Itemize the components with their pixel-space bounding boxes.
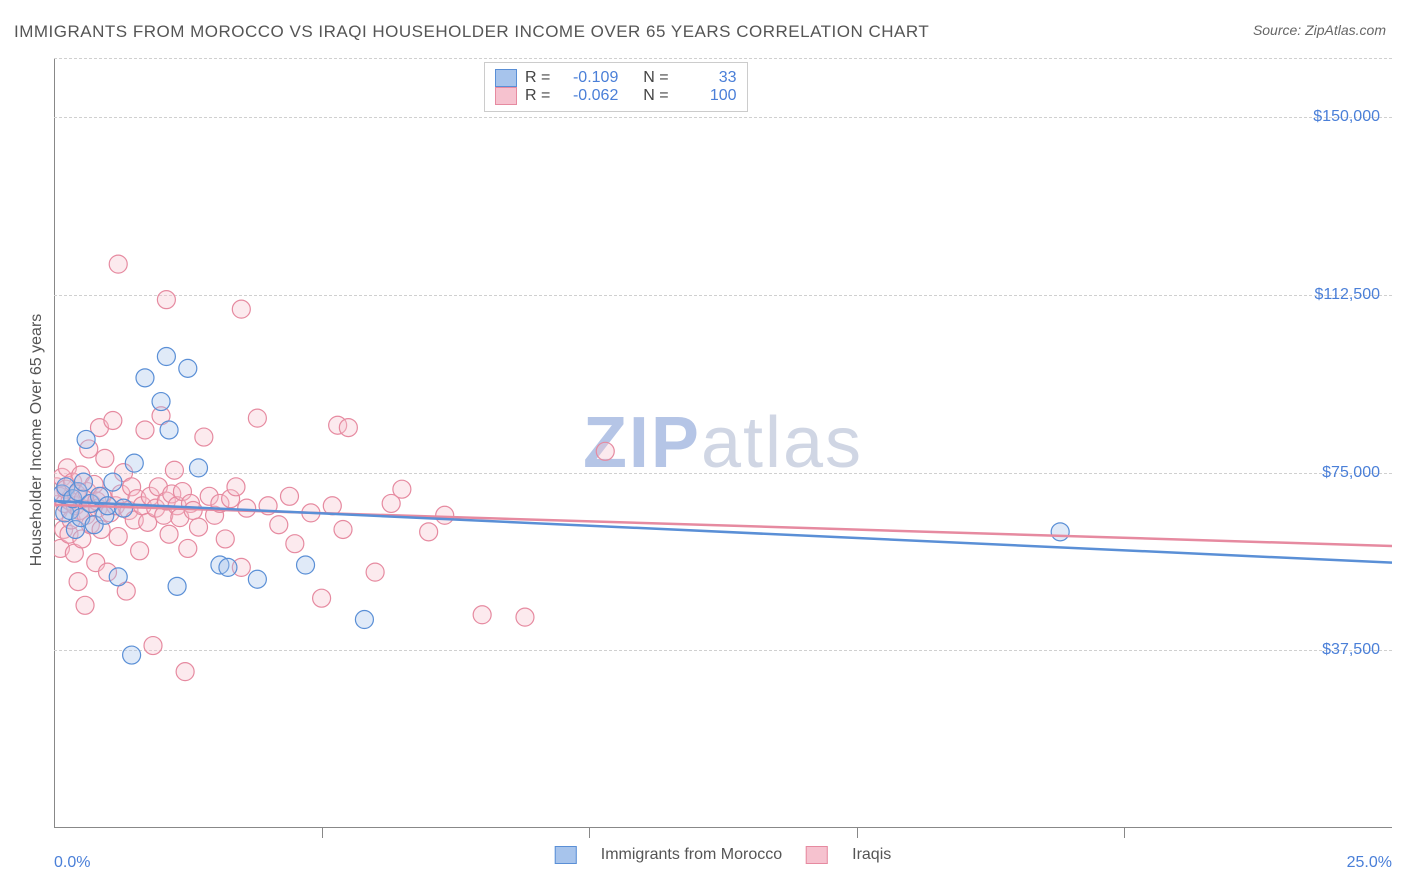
data-point <box>366 563 384 581</box>
data-point <box>270 516 288 534</box>
x-tick <box>857 828 858 838</box>
data-point <box>436 506 454 524</box>
plot-area: R = -0.109 N = 33 R = -0.062 N = 100 ZIP… <box>54 58 1392 828</box>
data-point <box>179 359 197 377</box>
data-point <box>160 525 178 543</box>
data-point <box>104 473 122 491</box>
data-point <box>176 663 194 681</box>
chart-container: IMMIGRANTS FROM MOROCCO VS IRAQI HOUSEHO… <box>0 0 1406 892</box>
data-point <box>165 461 183 479</box>
data-point <box>69 573 87 591</box>
r-label: R = <box>525 69 550 87</box>
n-value-morocco: 33 <box>677 69 737 87</box>
data-point <box>238 499 256 517</box>
chart-title: IMMIGRANTS FROM MOROCCO VS IRAQI HOUSEHO… <box>14 22 929 42</box>
data-point <box>516 608 534 626</box>
legend-row-morocco: R = -0.109 N = 33 <box>495 69 737 87</box>
data-point <box>297 556 315 574</box>
swatch-iraqis-bottom-icon <box>806 846 828 864</box>
data-point <box>109 255 127 273</box>
n-value-iraqis: 100 <box>677 87 737 105</box>
data-point <box>355 611 373 629</box>
data-point <box>227 478 245 496</box>
data-point <box>334 520 352 538</box>
data-point <box>179 539 197 557</box>
n-label: N = <box>643 87 668 105</box>
data-point <box>190 459 208 477</box>
x-axis-max-label: 25.0% <box>1347 854 1392 872</box>
source-name: ZipAtlas.com <box>1305 22 1386 38</box>
source-attribution: Source: ZipAtlas.com <box>1253 22 1386 38</box>
data-point <box>339 419 357 437</box>
data-point <box>286 535 304 553</box>
data-point <box>190 518 208 536</box>
data-point <box>144 637 162 655</box>
data-point <box>157 291 175 309</box>
regression-line <box>54 501 1392 563</box>
data-point <box>248 409 266 427</box>
data-point <box>420 523 438 541</box>
n-label: N = <box>643 69 668 87</box>
x-axis-min-label: 0.0% <box>54 854 90 872</box>
data-point <box>393 480 411 498</box>
data-point <box>136 369 154 387</box>
r-value-morocco: -0.109 <box>558 69 618 87</box>
data-point <box>157 348 175 366</box>
x-tick <box>322 828 323 838</box>
legend-label-morocco: Immigrants from Morocco <box>601 846 782 864</box>
correlation-legend: R = -0.109 N = 33 R = -0.062 N = 100 <box>484 62 748 112</box>
data-point <box>109 568 127 586</box>
data-point <box>136 421 154 439</box>
data-point <box>216 530 234 548</box>
r-value-iraqis: -0.062 <box>558 87 618 105</box>
data-point <box>125 454 143 472</box>
data-point <box>248 570 266 588</box>
data-point <box>195 428 213 446</box>
data-point <box>313 589 331 607</box>
data-point <box>131 542 149 560</box>
data-point <box>152 393 170 411</box>
data-point <box>96 449 114 467</box>
scatter-plot-svg <box>54 58 1392 828</box>
data-point <box>109 528 127 546</box>
data-point <box>160 421 178 439</box>
x-tick <box>589 828 590 838</box>
data-point <box>596 442 614 460</box>
data-point <box>232 300 250 318</box>
data-point <box>104 411 122 429</box>
x-tick <box>1124 828 1125 838</box>
data-point <box>473 606 491 624</box>
data-point <box>168 577 186 595</box>
swatch-morocco-icon <box>495 69 517 87</box>
data-point <box>280 487 298 505</box>
bottom-legend: Immigrants from Morocco Iraqis <box>555 846 892 864</box>
source-prefix: Source: <box>1253 22 1305 38</box>
data-point <box>219 558 237 576</box>
legend-row-iraqis: R = -0.062 N = 100 <box>495 87 737 105</box>
r-label: R = <box>525 87 550 105</box>
swatch-morocco-bottom-icon <box>555 846 577 864</box>
swatch-iraqis-icon <box>495 87 517 105</box>
legend-label-iraqis: Iraqis <box>852 846 891 864</box>
data-point <box>74 473 92 491</box>
data-point <box>76 596 94 614</box>
y-axis-label: Householder Income Over 65 years <box>28 314 46 567</box>
data-point <box>77 430 95 448</box>
data-point <box>1051 523 1069 541</box>
data-point <box>123 646 141 664</box>
